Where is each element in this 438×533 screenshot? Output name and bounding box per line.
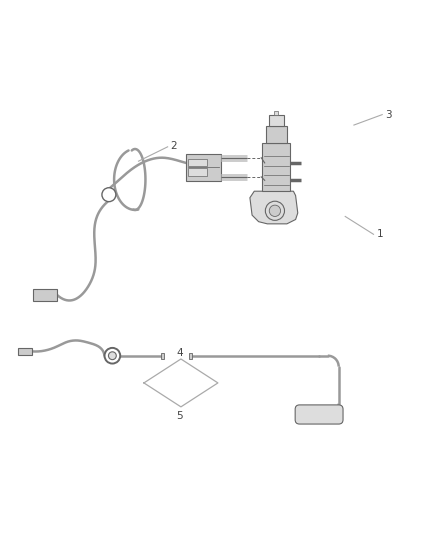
Bar: [33, 289, 57, 301]
Bar: [269, 115, 284, 126]
Text: 4: 4: [177, 348, 183, 358]
Bar: [161, 353, 164, 359]
Text: 5: 5: [177, 411, 183, 421]
Text: 2: 2: [171, 141, 177, 151]
Bar: [262, 143, 290, 191]
Bar: [18, 348, 32, 354]
Bar: [188, 158, 207, 166]
Bar: [265, 126, 287, 143]
Circle shape: [269, 205, 281, 216]
Polygon shape: [250, 191, 298, 224]
Bar: [186, 154, 221, 181]
Circle shape: [102, 188, 116, 201]
Bar: [274, 111, 279, 115]
Bar: [189, 353, 192, 359]
Circle shape: [265, 201, 285, 220]
Text: 3: 3: [385, 110, 392, 119]
Circle shape: [109, 352, 116, 360]
Text: 1: 1: [377, 229, 383, 239]
Circle shape: [105, 348, 120, 364]
FancyBboxPatch shape: [295, 405, 343, 424]
Bar: [188, 168, 207, 176]
